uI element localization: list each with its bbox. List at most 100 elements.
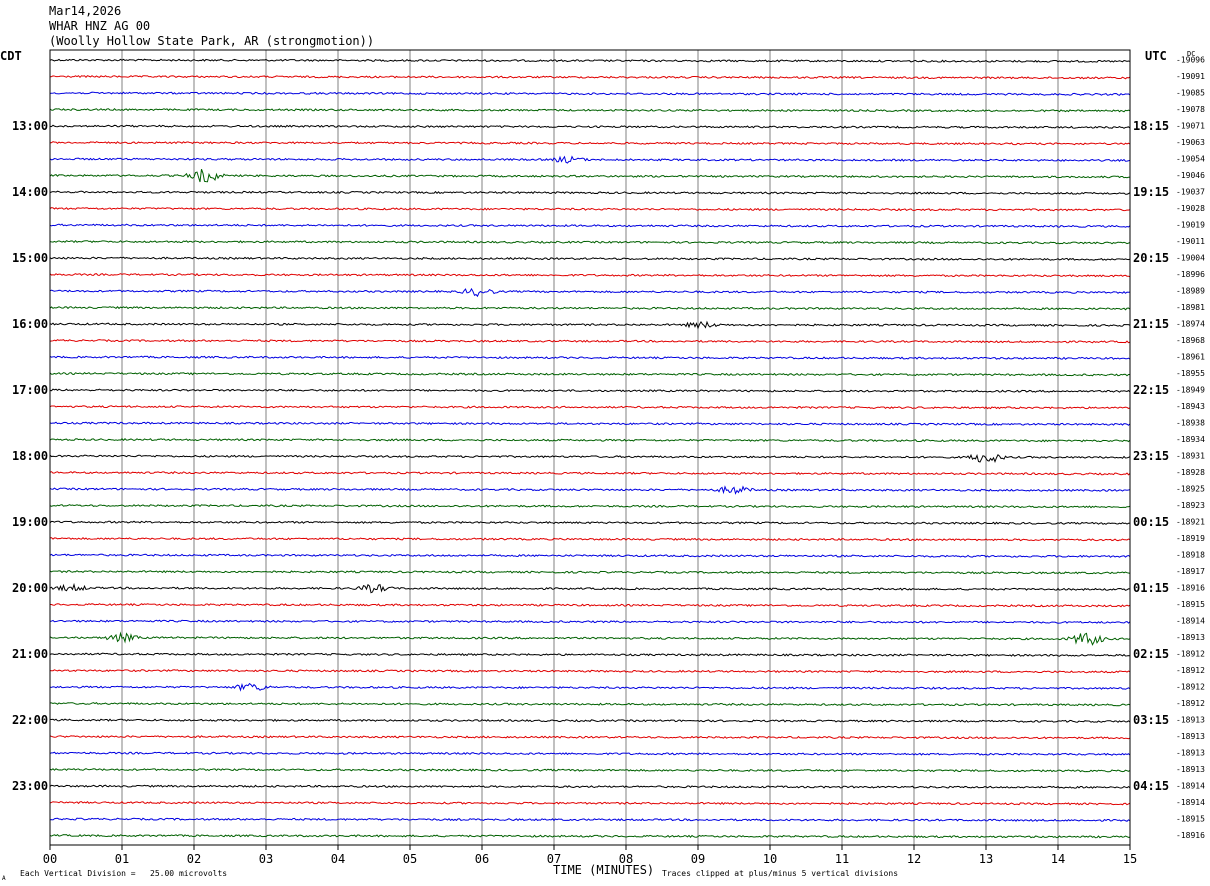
dc-offset-label: -18912 [1176,683,1205,692]
trace-line [49,735,1131,740]
trace-line [49,784,1131,789]
x-tick-label: 07 [547,852,561,866]
trace-line [49,155,1131,164]
dc-offset-label: -19046 [1176,171,1205,180]
vertical-gridlines [121,50,1059,845]
right-hour-label: 22:15 [1133,383,1169,397]
right-hour-label: 18:15 [1133,119,1169,133]
dc-offset-label: -18916 [1176,584,1205,593]
dc-offset-label: -18974 [1176,320,1205,329]
x-tick-label: 10 [763,852,777,866]
trace-line [49,768,1131,773]
right-hour-label: 00:15 [1133,515,1169,529]
trace-line [49,239,1131,245]
right-hour-label: 23:15 [1133,449,1169,463]
trace-line [49,553,1131,558]
dc-offset-label: -18949 [1176,386,1205,395]
trace-line [49,168,1131,183]
right-hour-label: 04:15 [1133,779,1169,793]
left-hour-label: 14:00 [12,185,48,199]
trace-line [49,339,1131,344]
trace-line [49,570,1131,575]
dc-offset-label: -18981 [1176,303,1205,312]
x-tick-label: 14 [1051,852,1065,866]
trace-line [49,751,1131,756]
x-tick-label: 05 [403,852,417,866]
dc-offset-label: -19078 [1176,105,1205,114]
x-tick-label: 15 [1123,852,1137,866]
dc-offset-label: -18955 [1176,369,1205,378]
dc-offset-label: -18912 [1176,650,1205,659]
dc-offset-label: -19004 [1176,254,1205,263]
dc-offset-label: -18919 [1176,534,1205,543]
dc-offset-label: -18943 [1176,402,1205,411]
dc-offset-label: -19028 [1176,204,1205,213]
dc-header-label: DC [1187,50,1195,58]
dc-offset-label: -18915 [1176,815,1205,824]
left-hour-label: 19:00 [12,515,48,529]
dc-offset-label: -19037 [1176,188,1205,197]
trace-line [49,190,1131,195]
trace-line [49,504,1131,509]
dc-offset-label: -18925 [1176,485,1205,494]
dc-offset-label: -19019 [1176,221,1205,230]
left-hour-label: 20:00 [12,581,48,595]
dc-offset-label: -18913 [1176,732,1205,741]
trace-line [49,388,1131,393]
trace-line [49,652,1131,657]
header-channel: WHAR HNZ AG 00 [49,19,151,33]
dc-offset-label: -19085 [1176,89,1205,98]
dc-offset-label: -18915 [1176,600,1205,609]
dc-offset-label: -18921 [1176,518,1205,527]
trace-line [49,75,1131,80]
dc-offset-label: -18914 [1176,782,1205,791]
trace-line [49,355,1131,360]
trace-line [49,306,1131,311]
trace-group [49,58,1131,839]
right-hour-label: 19:15 [1133,185,1169,199]
corner-mark: A [2,875,6,882]
clip-note: Traces clipped at plus/minus 5 vertical … [662,869,898,878]
trace-line [49,372,1131,377]
scale-note: Each Vertical Division = 25.00 microvolt… [20,869,227,878]
dc-offset-label: -18912 [1176,666,1205,675]
plot-frame [49,49,1131,846]
trace-line [49,256,1131,261]
trace-line [49,669,1131,674]
header-date: Mar14,2026 [49,4,122,18]
dc-offset-label: -18913 [1176,716,1205,725]
dc-offset-label: -18917 [1176,567,1205,576]
dc-offset-label: -18934 [1176,435,1205,444]
trace-line [49,453,1131,463]
trace-line [49,207,1131,212]
x-tick-label: 06 [475,852,489,866]
trace-line [49,91,1131,96]
trace-line [49,273,1131,278]
trace-line [49,485,1131,495]
dc-offset-label: -18989 [1176,287,1205,296]
trace-line [49,58,1131,63]
left-hour-label: 17:00 [12,383,48,397]
time-labels: 13:00 14:00 15:00 16:00 17:00 18:00 19:00 20:00… [12,119,1169,793]
dc-offset-label: -18916 [1176,831,1205,840]
dc-offset-label: -18996 [1176,270,1205,279]
trace-line [49,141,1131,146]
right-hour-label: 03:15 [1133,713,1169,727]
dc-offset-label: -18931 [1176,452,1205,461]
header-station: (Woolly Hollow State Park, AR (strongmot… [49,34,375,48]
trace-line [49,718,1131,723]
left-hour-label: 18:00 [12,449,48,463]
right-hour-label: 21:15 [1133,317,1169,331]
dc-offset-label: -18968 [1176,336,1205,345]
dc-offset-label: -18918 [1176,551,1205,560]
dc-offset-label: -19071 [1176,122,1205,131]
right-hour-label: 01:15 [1133,581,1169,595]
dc-offset-label: -18913 [1176,765,1205,774]
dc-offset-label: -19054 [1176,155,1205,164]
dc-offset-label: -18913 [1176,749,1205,758]
trace-line [49,520,1131,525]
x-tick-label: 09 [691,852,705,866]
x-tick-label: 00 [43,852,57,866]
trace-line [49,603,1131,608]
